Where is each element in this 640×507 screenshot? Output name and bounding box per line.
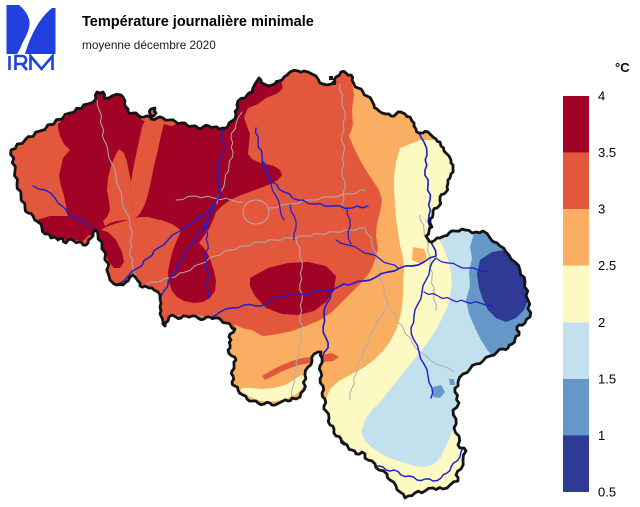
svg-text:3: 3 [598, 202, 605, 217]
svg-text:0.5: 0.5 [598, 485, 616, 500]
svg-text:4: 4 [598, 89, 605, 104]
svg-text:3.5: 3.5 [598, 145, 616, 160]
svg-text:1.5: 1.5 [598, 371, 616, 386]
svg-text:°C: °C [615, 60, 630, 75]
svg-text:1: 1 [598, 428, 605, 443]
svg-text:Température journalière minima: Température journalière minimale [82, 14, 314, 30]
svg-text:2.5: 2.5 [598, 258, 616, 273]
svg-text:2: 2 [598, 315, 605, 330]
svg-text:moyenne décembre 2020: moyenne décembre 2020 [82, 38, 216, 52]
